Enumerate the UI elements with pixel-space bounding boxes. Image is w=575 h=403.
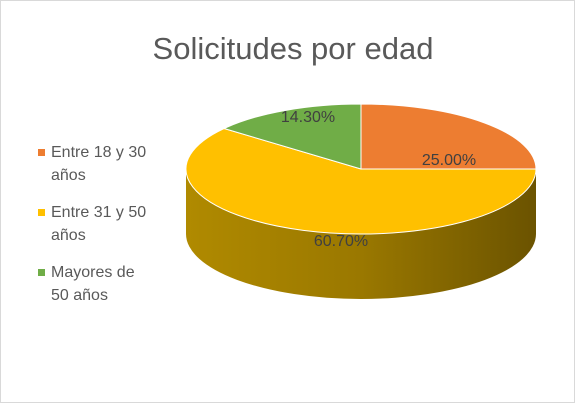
data-label: 14.30% (281, 109, 335, 126)
slice (222, 103, 362, 170)
slice (360, 103, 537, 170)
legend-swatch (38, 269, 45, 276)
data-label: 60.70% (314, 233, 368, 250)
legend-label: Entre 31 y 50 años (51, 204, 147, 244)
legend-swatch (38, 149, 45, 156)
chart-title: Solicitudes por edad (153, 31, 434, 66)
slice (185, 127, 537, 235)
legend-label: Mayores de 50 años (51, 264, 135, 304)
legend-swatch (38, 209, 45, 216)
data-label: 25.00% (422, 152, 476, 169)
legend-label: Entre 18 y 30 años (51, 144, 147, 184)
